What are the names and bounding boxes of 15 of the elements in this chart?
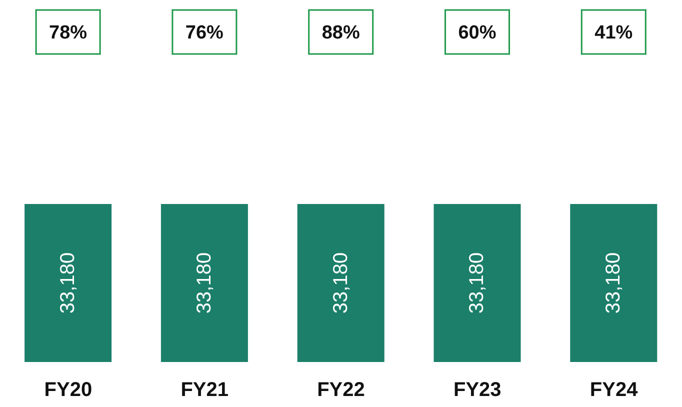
- annotation: 78%: [49, 22, 88, 44]
- x-tick-label: FY20: [44, 379, 92, 402]
- x-tick-label: FY23: [453, 379, 502, 402]
- x-tick-label: FY22: [317, 379, 365, 402]
- x-tick-label: FY21: [180, 379, 229, 402]
- data-label: 33,180: [57, 252, 80, 314]
- annotation: 76%: [185, 22, 224, 44]
- data-label: 33,180: [466, 252, 488, 314]
- data-label: 33,180: [330, 252, 352, 314]
- annotation: 41%: [594, 22, 633, 44]
- annotation: 88%: [322, 22, 360, 44]
- data-label: 33,180: [193, 252, 216, 314]
- annotation: 60%: [458, 22, 496, 44]
- data-label: 33,180: [602, 252, 625, 314]
- x-tick-label: FY24: [590, 379, 639, 402]
